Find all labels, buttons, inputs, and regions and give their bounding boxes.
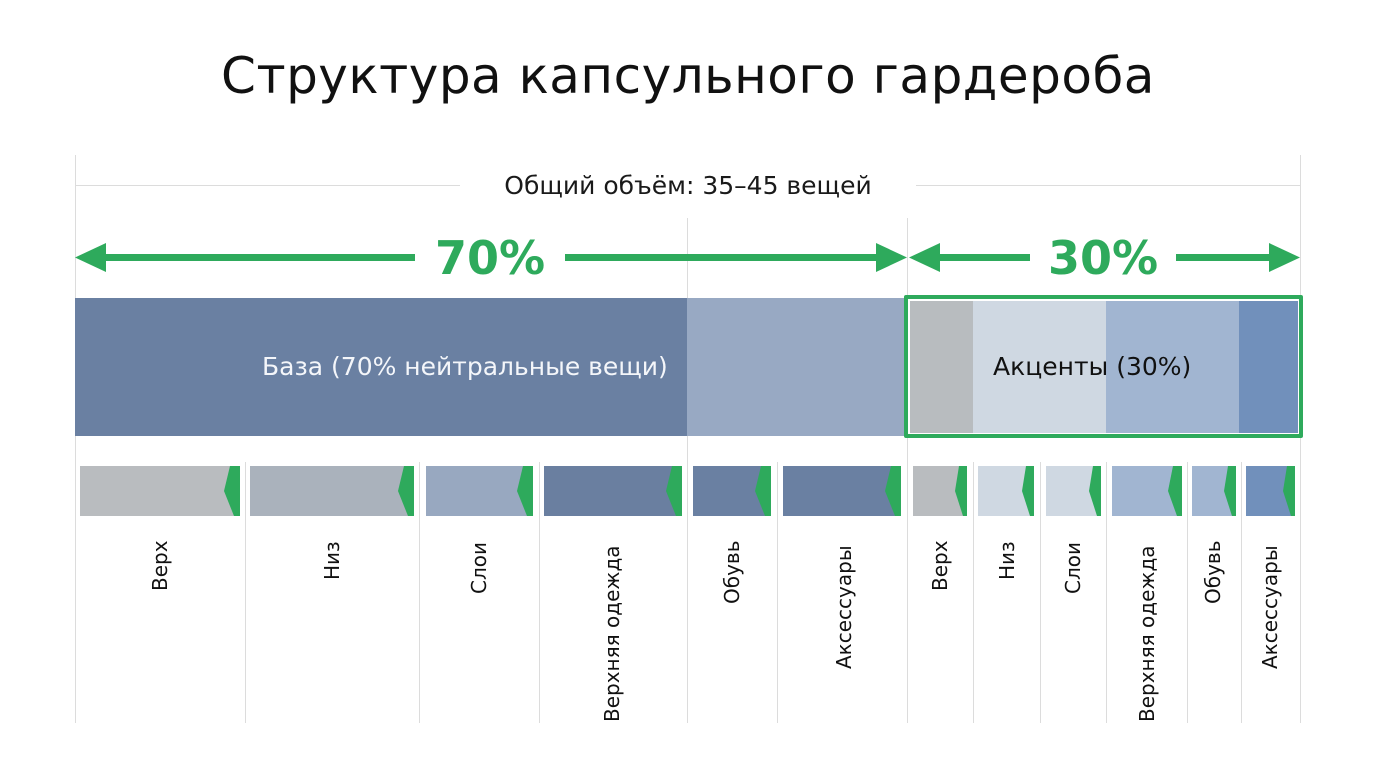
base-category-block-layers bbox=[426, 466, 533, 516]
base-category-block-shoes bbox=[693, 466, 771, 516]
total-volume-label: Общий объём: 35–45 вещей bbox=[460, 170, 916, 202]
green-tab-icon bbox=[755, 466, 771, 516]
green-tab-icon bbox=[1283, 466, 1295, 516]
base-label-accessories: Аксессуары bbox=[832, 545, 856, 669]
accent-category-block-accessories bbox=[1246, 466, 1295, 516]
accent-bar-label: Акценты (30%) bbox=[993, 352, 1192, 381]
green-tab-icon bbox=[1168, 466, 1182, 516]
green-tab-icon bbox=[1089, 466, 1101, 516]
page-title: Структура капсульного гардероба bbox=[221, 47, 1155, 105]
base-category-block-accessories bbox=[783, 466, 901, 516]
accent-percent-label: 30% bbox=[1030, 230, 1176, 286]
green-tab-icon bbox=[955, 466, 967, 516]
green-tab-icon bbox=[1224, 466, 1236, 516]
green-tab-icon bbox=[517, 466, 533, 516]
base-bar-light-segment bbox=[687, 298, 907, 436]
accent-label-shoes: Обувь bbox=[1201, 540, 1225, 605]
green-tab-icon bbox=[666, 466, 682, 516]
green-tab-icon bbox=[1022, 466, 1034, 516]
base-percent-label: 70% bbox=[415, 230, 565, 286]
accent-bar-pale-segment bbox=[973, 301, 1106, 433]
accent-label-accessories: Аксессуары bbox=[1258, 545, 1282, 669]
accent-label-bottom: Низ bbox=[995, 541, 1019, 580]
base-category-block-bottom bbox=[250, 466, 414, 516]
green-tab-icon bbox=[224, 466, 240, 516]
accent-category-block-bottom bbox=[978, 466, 1034, 516]
base-category-block-outerwear bbox=[544, 466, 682, 516]
base-label-top: Верх bbox=[148, 540, 172, 591]
accent-bar-gray-segment bbox=[910, 301, 973, 433]
base-label-bottom: Низ bbox=[320, 541, 344, 580]
base-label-layers: Слои bbox=[467, 542, 491, 594]
green-tab-icon bbox=[885, 466, 901, 516]
accent-bar-strong-segment bbox=[1239, 301, 1298, 433]
accent-label-outerwear: Верхняя одежда bbox=[1135, 545, 1159, 722]
base-bar-label: База (70% нейтральные вещи) bbox=[262, 352, 668, 381]
accent-category-block-top bbox=[913, 466, 967, 516]
accent-category-block-shoes bbox=[1192, 466, 1236, 516]
base-category-block-top bbox=[80, 466, 240, 516]
accent-label-top: Верх bbox=[928, 540, 952, 591]
accent-category-block-layers bbox=[1046, 466, 1101, 516]
base-bar-dark-segment bbox=[75, 298, 687, 436]
accent-category-block-outerwear bbox=[1112, 466, 1182, 516]
base-label-shoes: Обувь bbox=[720, 540, 744, 605]
accent-bar-highlight-frame bbox=[904, 295, 1303, 438]
green-tab-icon bbox=[398, 466, 414, 516]
accent-label-layers: Слои bbox=[1061, 542, 1085, 594]
accent-bar-mid-segment bbox=[1106, 301, 1239, 433]
base-label-outerwear: Верхняя одежда bbox=[600, 545, 624, 722]
